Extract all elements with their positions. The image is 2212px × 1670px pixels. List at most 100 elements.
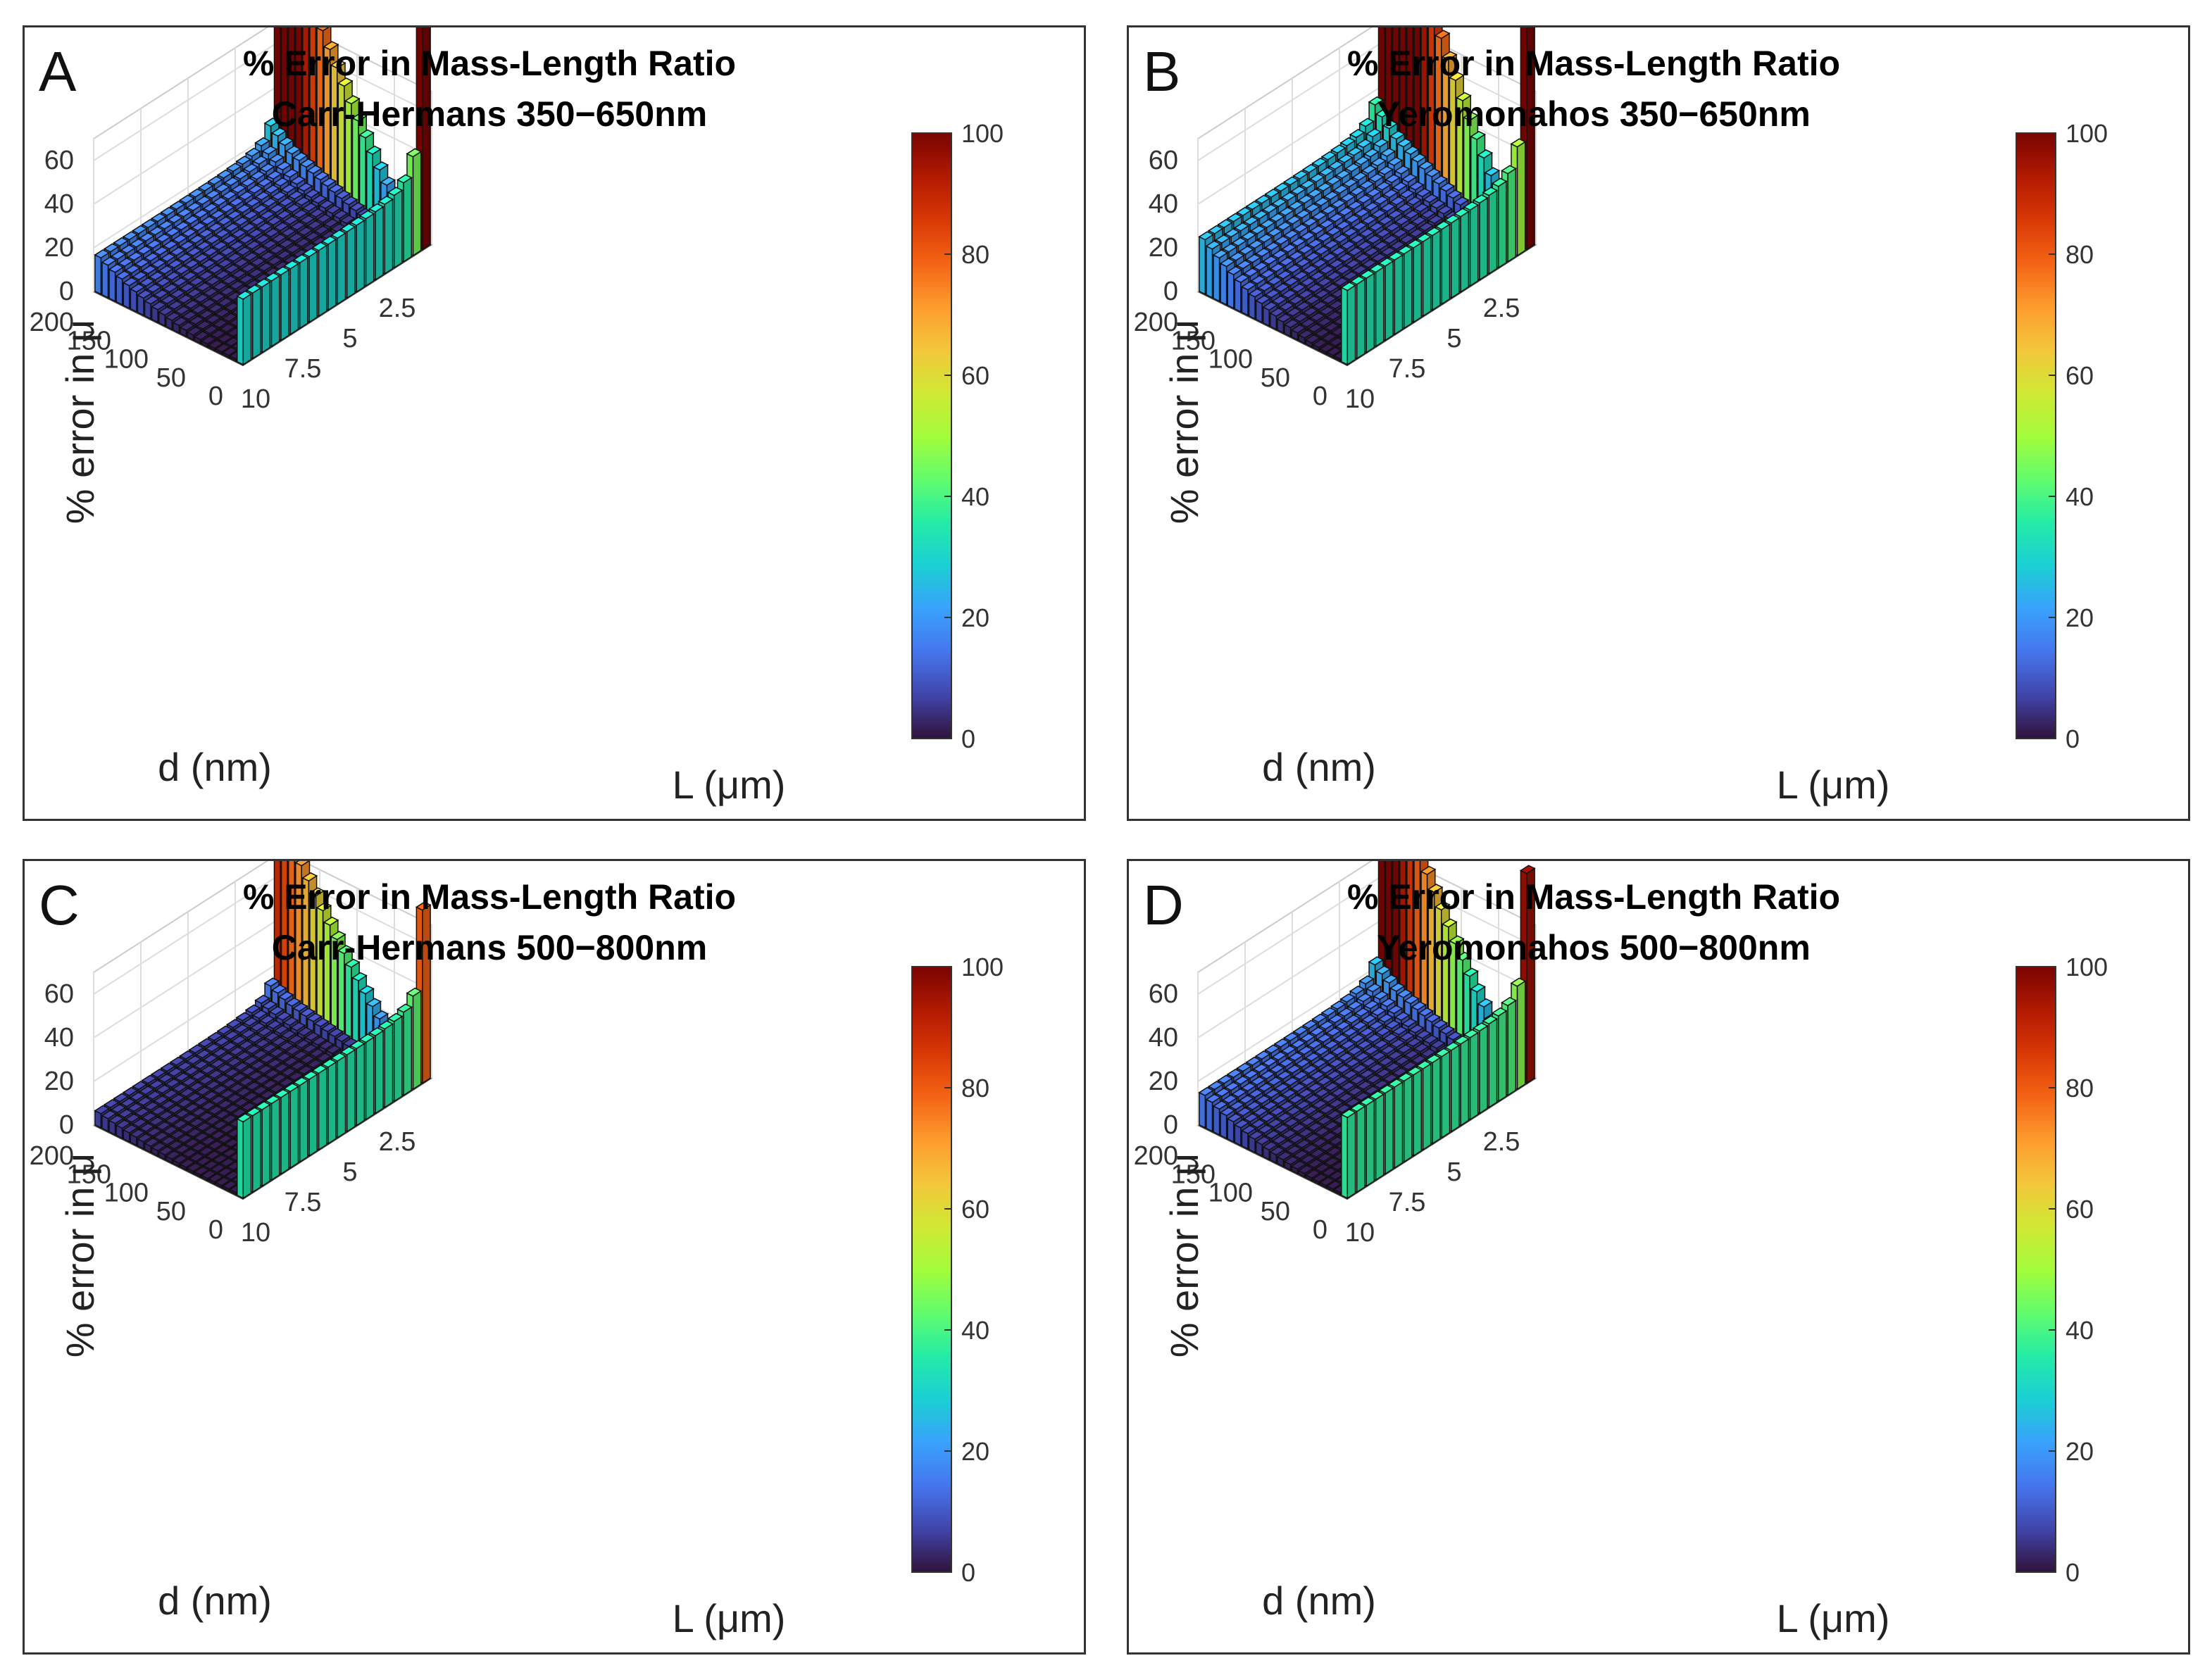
x-tick-label: 7.5 [285,354,322,384]
y-tick-label: 200 [30,308,74,337]
y-tick-label: 100 [104,1179,149,1208]
chart-title-line1: % Error in Mass-Length Ratio [243,877,736,917]
floor-axes [1197,244,1537,367]
y-tick-label: 150 [1171,326,1216,356]
y-tick-label: 200 [1134,308,1178,337]
colorbar [911,966,952,1573]
colorbar-tick-label: 100 [2066,119,2108,148]
floor-axes [1197,1077,1537,1200]
x-tick-label: 10 [1345,1218,1375,1248]
colorbar-tick-label: 0 [961,724,975,753]
z-tick-label: 20 [44,1067,74,1096]
y-tick-label: 0 [208,382,223,411]
colorbar-tick-label: 40 [2066,482,2094,511]
z-tick-label: 60 [1149,146,1178,175]
colorbar-tick-label: 0 [961,1558,975,1587]
colorbar [2016,132,2056,739]
x-tick-label: 5 [342,324,357,353]
x-tick-label: 5 [1446,1157,1461,1187]
z-tick-label: 40 [1149,1023,1178,1053]
colorbar-tick-label: 60 [961,1195,989,1224]
y-tick-label: 200 [30,1141,74,1171]
colorbar-tick-label: 40 [2066,1316,2094,1345]
colorbar-tick-label: 60 [961,361,989,390]
bar [236,290,253,366]
x-tick-label: 5 [1446,324,1461,353]
y-tick-label: 150 [67,326,111,356]
bar [415,901,432,1084]
colorbar-tick-label: 0 [2066,724,2080,753]
colorbar-tick-label: 60 [2066,361,2094,390]
y-tick-label: 0 [1313,1215,1327,1245]
y-tick-label: 50 [156,363,186,393]
panel-letter: D [1143,874,1184,936]
x-axis-label: L (μm) [1777,1596,1890,1640]
colorbar-tick-label: 40 [961,1316,989,1345]
z-tick-label: 60 [44,146,74,175]
colorbar-tick-label: 20 [961,603,989,632]
chart-title-line2: Yeromonahos 350−650nm [1377,94,1811,134]
z-axis-label: % error in μ [58,320,102,525]
colorbar [911,132,952,739]
y-tick-label: 200 [1134,1141,1178,1171]
y-tick-label: 150 [67,1160,111,1189]
y-tick-label: 100 [104,345,149,375]
z-axis-label: % error in μ [1162,1153,1206,1358]
z-tick-label: 20 [1149,233,1178,263]
x-axis-label: L (μm) [673,762,786,807]
chart-panel-b: 0 20 40 60 2.5 5 7.5 10 0 50 100 150 200 0 20 40 60 80 10… [1127,25,2190,821]
x-tick-label: 10 [241,1218,270,1248]
colorbar-tick-label: 20 [2066,1437,2094,1466]
x-tick-label: 10 [241,384,270,414]
z-tick-label: 20 [1149,1067,1178,1096]
bar [1304,1169,1321,1182]
z-tick-label: 20 [44,233,74,263]
colorbar-tick-label: 80 [961,240,989,269]
colorbar-tick-label: 20 [2066,603,2094,632]
chart-title-line2: Carr-Hermans 500−800nm [272,928,707,967]
x-tick-label: 5 [342,1157,357,1187]
bar [1340,282,1357,366]
x-tick-label: 7.5 [1389,1188,1426,1217]
x-axis-label: L (μm) [1777,762,1890,807]
z-tick-label: 0 [59,1110,74,1140]
chart-title-line1: % Error in Mass-Length Ratio [1347,877,1840,917]
panel-letter: B [1143,40,1180,103]
chart-title-line1: % Error in Mass-Length Ratio [243,44,736,83]
chart-title-line2: Yeromonahos 500−800nm [1377,928,1811,967]
x-tick-label: 2.5 [1483,1127,1520,1157]
colorbar-tick-label: 80 [2066,240,2094,269]
y-axis-label: d (nm) [1262,745,1376,789]
x-tick-label: 2.5 [379,294,416,323]
floor-axes [93,1077,432,1200]
z-tick-label: 0 [59,277,74,306]
z-axis-label: % error in μ [1162,320,1206,525]
z-tick-label: 40 [44,189,74,219]
y-tick-label: 0 [1313,382,1327,411]
y-tick-label: 100 [1208,1179,1253,1208]
y-tick-label: 50 [156,1197,186,1226]
z-tick-label: 60 [44,979,74,1009]
y-tick-label: 0 [208,1215,223,1245]
colorbar-tick-label: 100 [961,119,1004,148]
colorbar-tick-label: 80 [2066,1074,2094,1103]
y-tick-label: 100 [1208,345,1253,375]
chart-panel-c: 0 20 40 60 2.5 5 7.5 10 0 50 100 150 200 0 20 40 60 80 10… [23,859,1086,1655]
z-axis-label: % error in μ [58,1153,102,1358]
y-tick-label: 50 [1261,363,1290,393]
y-tick-label: 50 [1261,1197,1290,1226]
z-tick-label: 40 [1149,189,1178,219]
colorbar-tick-label: 40 [961,482,989,511]
panel-letter: C [39,874,80,936]
x-tick-label: 2.5 [379,1127,416,1157]
colorbar-tick-label: 80 [961,1074,989,1103]
chart-title-line1: % Error in Mass-Length Ratio [1347,44,1840,83]
z-tick-label: 0 [1163,277,1178,306]
chart-title-line2: Carr-Hermans 350−650nm [272,94,707,134]
colorbar-tick-label: 0 [2066,1558,2080,1587]
chart-panel-d: 0 20 40 60 2.5 5 7.5 10 0 50 100 150 200 0 20 40 60 80 10… [1127,859,2190,1655]
